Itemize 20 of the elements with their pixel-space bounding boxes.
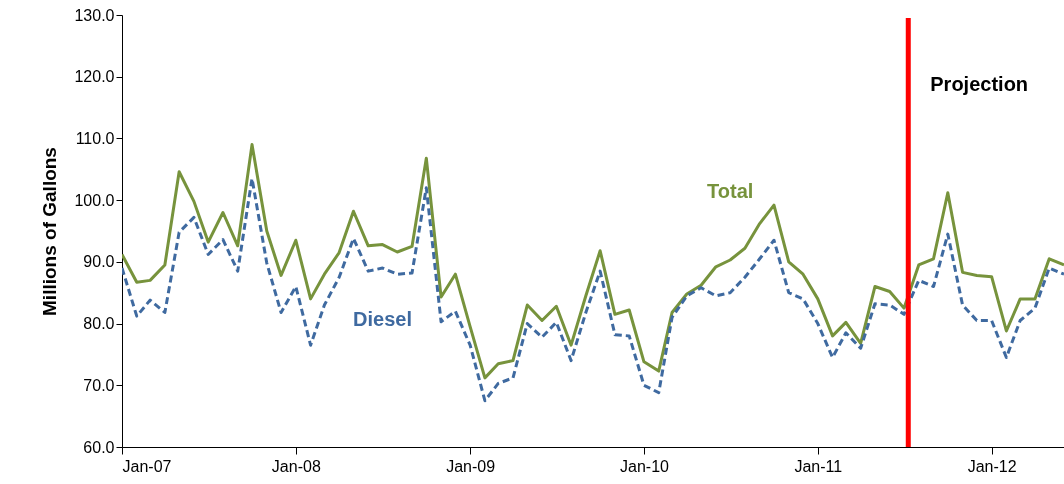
x-tick-label: Jan-09 [446, 457, 496, 475]
y-tick-label: 90.0 [83, 253, 115, 271]
y-tick-label: 70.0 [83, 376, 115, 394]
x-tick-label: Jan-07 [122, 457, 172, 475]
y-tick-label: 80.0 [83, 315, 115, 333]
ref-line-label: Projection [930, 73, 1029, 95]
y-axis-title: Millions of Gallons [39, 147, 61, 316]
y-tick-label: 120.0 [74, 68, 115, 86]
x-tick-label: Jan-12 [967, 457, 1017, 475]
line-series [122, 177, 1064, 403]
y-tick-label: 60.0 [83, 438, 115, 456]
line-series [122, 143, 1064, 380]
x-tick-label: Jan-10 [620, 457, 670, 475]
x-tick-label: Jan-08 [271, 457, 321, 475]
y-tick-label: 110.0 [75, 129, 115, 147]
y-tick-label: 130.0 [74, 6, 115, 24]
series-label: Total [707, 180, 754, 203]
x-tick-label: Jan-11 [794, 457, 843, 475]
series-label: Diesel [353, 308, 412, 331]
y-tick-label: 100.0 [74, 191, 115, 209]
